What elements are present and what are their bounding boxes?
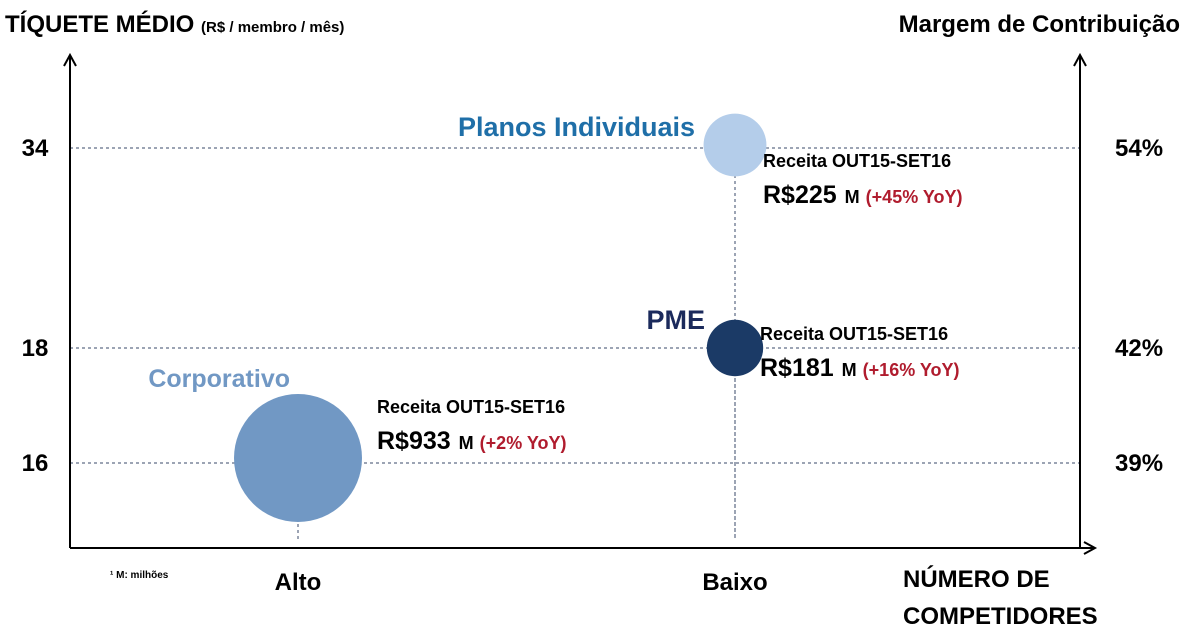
segment-name: Planos Individuais: [458, 112, 695, 142]
y-axis-title: TÍQUETE MÉDIO (R$ / membro / mês): [5, 10, 344, 38]
revenue-unit: M: [842, 360, 857, 380]
x-category-label: Baixo: [702, 569, 767, 596]
y2-tick-label: 54%: [1115, 135, 1163, 162]
bubble: [234, 394, 362, 522]
y2-axis: [1073, 52, 1087, 548]
revenue-growth: (+2% YoY): [480, 433, 567, 453]
y2-tick-label: 39%: [1115, 450, 1163, 477]
y2-tick-label: 42%: [1115, 335, 1163, 362]
revenue-unit: M: [459, 433, 474, 453]
revenue-title: Receita OUT15-SET16: [377, 397, 565, 417]
revenue-title: Receita OUT15-SET16: [763, 151, 951, 171]
segment-name: PME: [646, 305, 705, 335]
y-tick-label: 18: [22, 335, 49, 362]
revenue-growth: (+16% YoY): [863, 360, 960, 380]
x-axis: [70, 541, 1098, 555]
revenue-line: R$933 M (+2% YoY): [377, 427, 567, 455]
revenue-line: R$181 M (+16% YoY): [760, 354, 960, 382]
revenue-unit: M: [845, 187, 860, 207]
x-axis-title: NÚMERO DE: [903, 565, 1050, 593]
footnote: ¹ M: milhões: [110, 570, 169, 581]
y-axis: [63, 52, 77, 548]
revenue-value: R$181: [760, 354, 834, 382]
x-axis-title: COMPETIDORES: [903, 603, 1098, 630]
x-category-label: Alto: [275, 569, 322, 596]
bubble: [703, 113, 767, 177]
y-tick-label: 16: [22, 450, 49, 477]
revenue-value: R$933: [377, 427, 451, 455]
revenue-line: R$225 M (+45% YoY): [763, 181, 963, 209]
revenue-value: R$225: [763, 181, 837, 209]
revenue-growth: (+45% YoY): [866, 187, 963, 207]
segment-name: Corporativo: [148, 365, 290, 393]
revenue-title: Receita OUT15-SET16: [760, 324, 948, 344]
y2-axis-title: Margem de Contribuição: [899, 11, 1180, 38]
bubble: [706, 319, 764, 377]
y-tick-label: 34: [22, 135, 49, 162]
